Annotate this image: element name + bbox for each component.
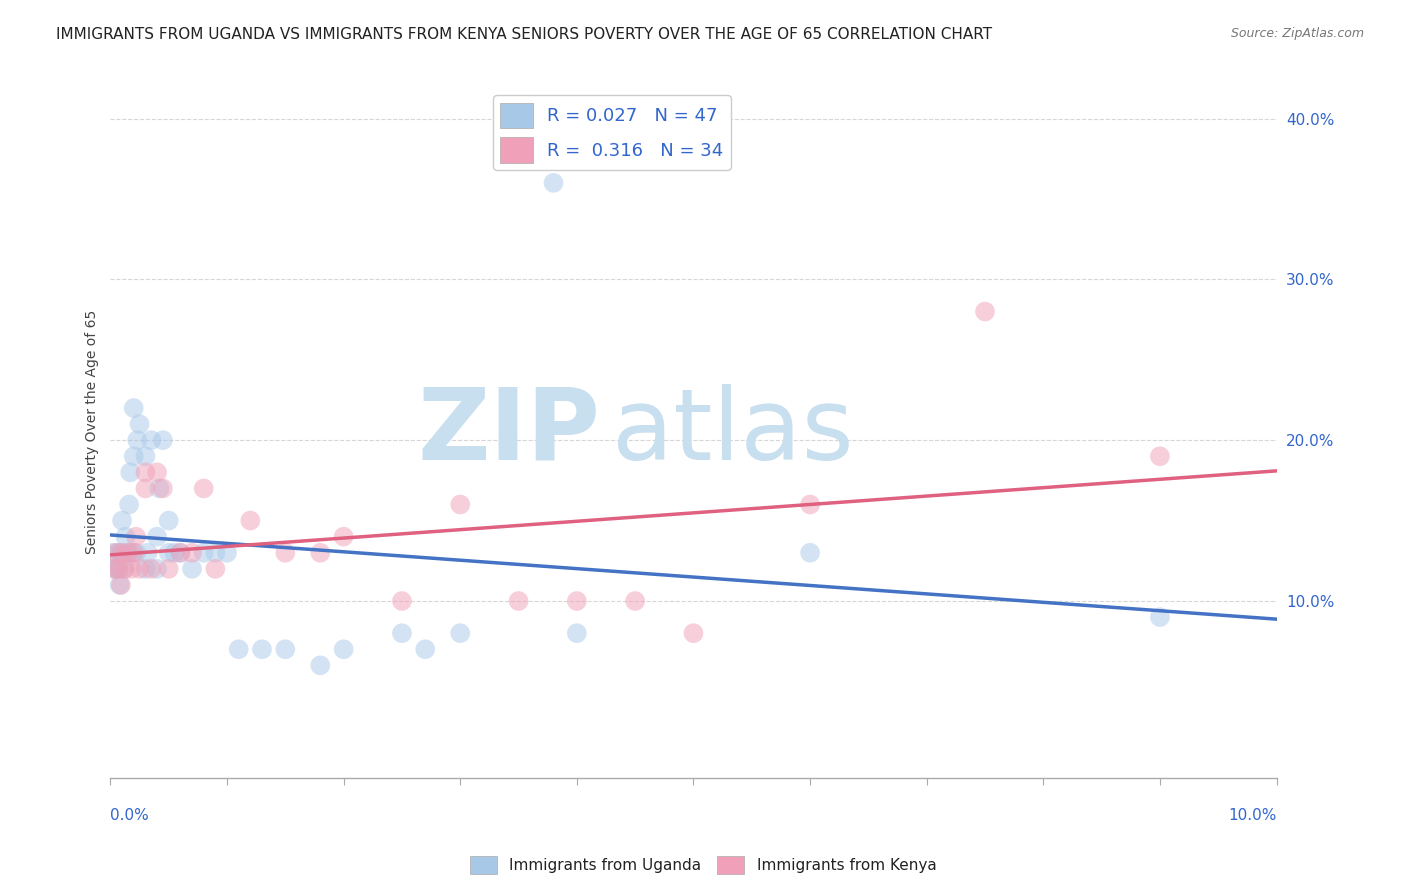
Point <box>152 482 174 496</box>
Point <box>114 530 136 544</box>
Point <box>799 546 821 560</box>
Point <box>104 562 127 576</box>
Point <box>134 450 156 464</box>
Point <box>1149 610 1171 624</box>
Point <box>112 562 135 576</box>
Text: 0.0%: 0.0% <box>111 808 149 823</box>
Point <box>108 578 131 592</box>
Point <box>157 514 180 528</box>
Point <box>274 546 297 560</box>
Text: IMMIGRANTS FROM UGANDA VS IMMIGRANTS FROM KENYA SENIORS POVERTY OVER THE AGE OF : IMMIGRANTS FROM UGANDA VS IMMIGRANTS FRO… <box>56 27 993 42</box>
Point <box>107 546 129 560</box>
Point <box>122 546 145 560</box>
Point <box>107 562 129 576</box>
Text: ZIP: ZIP <box>418 384 600 481</box>
Point <box>152 433 174 447</box>
Point <box>204 546 226 560</box>
Point <box>128 562 150 576</box>
Point <box>110 546 132 560</box>
Text: atlas: atlas <box>612 384 853 481</box>
Point <box>413 642 436 657</box>
Point <box>146 530 169 544</box>
Point <box>122 450 145 464</box>
Point <box>799 498 821 512</box>
Point <box>146 466 169 480</box>
Point <box>565 626 588 640</box>
Point <box>125 546 148 560</box>
Point <box>134 466 156 480</box>
Point <box>120 562 142 576</box>
Point <box>111 546 134 560</box>
Point <box>157 546 180 560</box>
Point <box>112 562 135 576</box>
Point <box>127 433 149 447</box>
Point <box>974 304 997 318</box>
Legend: Immigrants from Uganda, Immigrants from Kenya: Immigrants from Uganda, Immigrants from … <box>464 850 942 880</box>
Point <box>508 594 530 608</box>
Text: 10.0%: 10.0% <box>1229 808 1277 823</box>
Point <box>193 482 215 496</box>
Point <box>565 594 588 608</box>
Y-axis label: Seniors Poverty Over the Age of 65: Seniors Poverty Over the Age of 65 <box>86 310 100 554</box>
Point <box>118 498 141 512</box>
Point <box>1149 450 1171 464</box>
Point <box>274 642 297 657</box>
Text: Source: ZipAtlas.com: Source: ZipAtlas.com <box>1230 27 1364 40</box>
Point <box>239 514 262 528</box>
Point <box>181 546 204 560</box>
Point <box>391 594 413 608</box>
Point <box>101 546 124 560</box>
Legend: R = 0.027   N = 47, R =  0.316   N = 34: R = 0.027 N = 47, R = 0.316 N = 34 <box>494 95 731 170</box>
Point <box>157 562 180 576</box>
Point <box>120 466 142 480</box>
Point <box>110 578 132 592</box>
Point <box>215 546 238 560</box>
Point <box>169 546 191 560</box>
Point <box>624 594 647 608</box>
Point <box>163 546 186 560</box>
Point <box>543 176 565 190</box>
Point <box>120 546 142 560</box>
Point <box>134 482 156 496</box>
Point <box>391 626 413 640</box>
Point <box>332 530 354 544</box>
Point <box>103 562 125 576</box>
Point <box>181 562 204 576</box>
Point <box>128 417 150 431</box>
Point <box>117 546 139 560</box>
Point <box>136 546 159 560</box>
Point <box>449 498 471 512</box>
Point <box>228 642 250 657</box>
Point <box>134 562 156 576</box>
Point <box>148 482 170 496</box>
Point <box>682 626 704 640</box>
Point <box>141 562 163 576</box>
Point <box>105 562 128 576</box>
Point <box>146 562 169 576</box>
Point <box>105 546 128 560</box>
Point <box>250 642 273 657</box>
Point <box>125 530 148 544</box>
Point <box>111 514 134 528</box>
Point <box>204 562 226 576</box>
Point <box>141 433 163 447</box>
Point <box>332 642 354 657</box>
Point <box>122 401 145 415</box>
Point <box>309 546 332 560</box>
Point <box>193 546 215 560</box>
Point <box>169 546 191 560</box>
Point <box>117 546 139 560</box>
Point <box>107 562 129 576</box>
Point <box>309 658 332 673</box>
Point <box>449 626 471 640</box>
